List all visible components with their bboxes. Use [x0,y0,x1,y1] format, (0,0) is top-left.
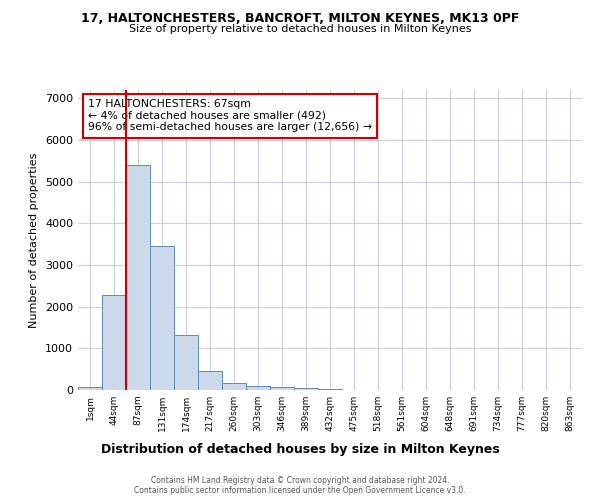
Text: 17, HALTONCHESTERS, BANCROFT, MILTON KEYNES, MK13 0PF: 17, HALTONCHESTERS, BANCROFT, MILTON KEY… [81,12,519,26]
Bar [246,386,270,390]
Bar [102,295,126,390]
Y-axis label: Number of detached properties: Number of detached properties [29,152,40,328]
Bar [198,371,222,390]
Bar [294,388,318,390]
Bar [270,386,294,390]
Text: Size of property relative to detached houses in Milton Keynes: Size of property relative to detached ho… [129,24,471,34]
Bar [150,246,174,390]
Bar [78,386,102,390]
Text: Contains HM Land Registry data © Crown copyright and database right 2024.
Contai: Contains HM Land Registry data © Crown c… [134,476,466,495]
Bar [222,382,246,390]
Text: Distribution of detached houses by size in Milton Keynes: Distribution of detached houses by size … [101,442,499,456]
Bar [174,336,198,390]
Text: 17 HALTONCHESTERS: 67sqm
← 4% of detached houses are smaller (492)
96% of semi-d: 17 HALTONCHESTERS: 67sqm ← 4% of detache… [88,99,372,132]
Bar [126,165,150,390]
